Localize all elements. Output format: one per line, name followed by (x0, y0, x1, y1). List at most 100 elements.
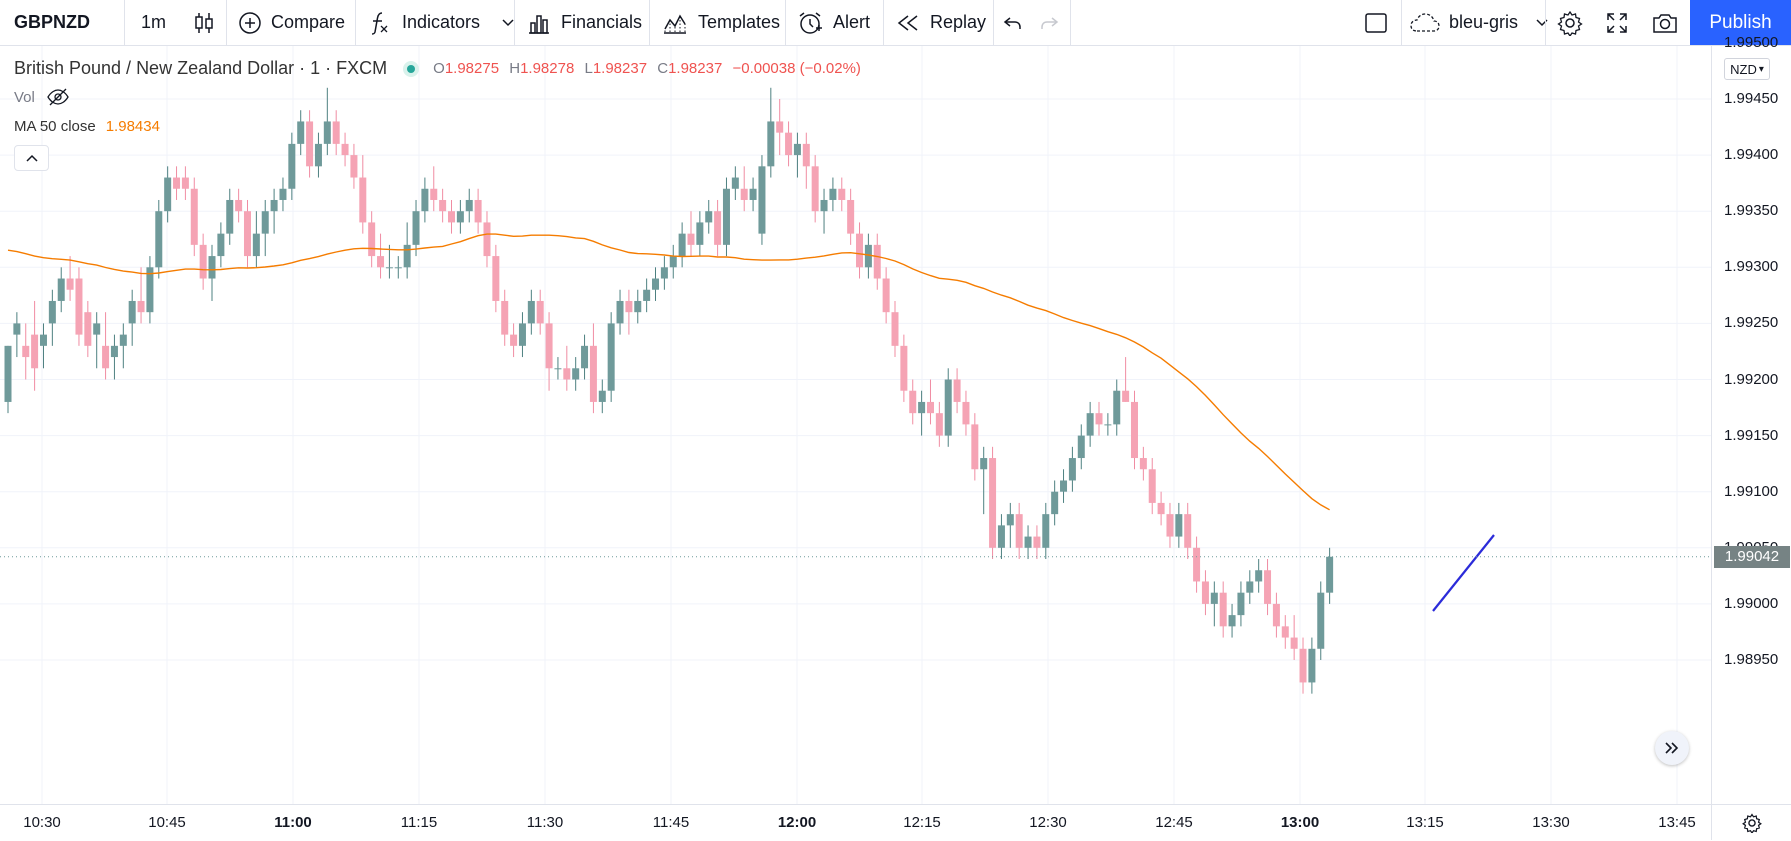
compare-button[interactable]: Compare (238, 0, 345, 45)
currency-selector[interactable]: NZD ▾ (1724, 58, 1770, 80)
candle-body (696, 222, 704, 245)
candle (1077, 424, 1085, 470)
chevron-down-icon (502, 18, 514, 26)
candle (1006, 502, 1014, 548)
candle-body (323, 121, 331, 144)
eye-crossed-icon[interactable] (47, 88, 69, 106)
candle-body (190, 188, 198, 245)
volume-legend[interactable]: Vol (14, 88, 69, 106)
time-tick-label: 10:30 (23, 814, 61, 831)
collapse-legend-button[interactable] (14, 145, 49, 171)
current-price-value: 1.99042 (1724, 548, 1780, 566)
candle (820, 188, 828, 234)
candle-body (758, 166, 766, 234)
low-value: 1.98237 (592, 60, 648, 77)
candle-body (1130, 401, 1138, 459)
candle (1095, 401, 1103, 436)
candle (962, 390, 970, 436)
candle-body (128, 300, 136, 324)
candle (181, 166, 189, 200)
candle (48, 289, 56, 346)
status-dot-icon (407, 64, 416, 73)
candle (802, 132, 810, 189)
candle-body (412, 211, 420, 245)
candle-body (802, 143, 810, 167)
symbol-search-button[interactable]: GBPNZD (14, 0, 90, 45)
candle-body (314, 143, 322, 167)
candle-body (1264, 570, 1272, 604)
scroll-to-realtime-button[interactable] (1655, 731, 1689, 765)
candle-body (785, 132, 793, 156)
toolbar-divider (1070, 0, 1071, 45)
candle (1015, 502, 1023, 560)
candle (731, 166, 739, 200)
alert-button[interactable]: Alert (797, 0, 870, 45)
candle (173, 166, 181, 200)
candle-body (1113, 390, 1121, 425)
price-chart[interactable] (0, 46, 1711, 804)
candle (1042, 502, 1050, 560)
axis-settings-button[interactable] (1711, 804, 1791, 840)
candle (554, 357, 562, 380)
gear-icon (1557, 10, 1583, 36)
redo-button[interactable] (1039, 0, 1059, 45)
series-title: British Pound / New Zealand Dollar · 1 ·… (14, 58, 388, 78)
candle-body (1290, 637, 1298, 649)
candle-body (1095, 413, 1103, 425)
candle-body (767, 121, 775, 167)
fullscreen-layout-button[interactable] (1364, 0, 1388, 45)
publish-button[interactable]: Publish (1690, 0, 1791, 45)
ma-value: 1.98434 (105, 118, 160, 135)
replay-button[interactable]: Replay (896, 0, 986, 45)
fullscreen-button[interactable] (1606, 0, 1628, 45)
templates-button[interactable]: Templates (662, 0, 780, 45)
candle (793, 132, 801, 178)
time-tick-label: 13:30 (1532, 814, 1570, 831)
candle (75, 267, 83, 346)
financials-button[interactable]: Financials (527, 0, 642, 45)
indicators-button[interactable]: Indicators (368, 0, 514, 45)
layout-switcher-button[interactable]: bleu-gris (1409, 0, 1548, 45)
candle (1264, 559, 1272, 616)
candle (838, 177, 846, 212)
candle (678, 222, 686, 268)
candle-body (1148, 469, 1156, 503)
candle-body (749, 188, 757, 200)
candle (1104, 413, 1112, 436)
time-axis[interactable]: 10:30 10:45 11:00 11:15 11:30 11:45 12:00 12:15… (0, 804, 1711, 841)
candle-body (13, 323, 21, 335)
alarm-clock-icon (799, 11, 822, 34)
current-price-badge: 1.99042 (1714, 545, 1790, 568)
candle (1166, 502, 1174, 548)
candle-body (1272, 603, 1280, 627)
candle (980, 446, 988, 515)
candle-body (57, 278, 65, 301)
candle (856, 222, 864, 279)
candle (510, 323, 518, 358)
candle-body (403, 244, 411, 268)
ma-legend[interactable]: MA 50 close 1.98434 (14, 118, 160, 135)
candle-body (385, 267, 393, 269)
market-status-dot[interactable] (403, 60, 420, 77)
candle (217, 222, 225, 268)
candle (288, 132, 296, 200)
snapshot-button[interactable] (1652, 0, 1678, 45)
candle (1308, 637, 1316, 694)
time-tick-label: 12:45 (1155, 814, 1193, 831)
undo-button[interactable] (1003, 0, 1023, 45)
candle-body (598, 390, 606, 402)
candle (598, 379, 606, 414)
chart-type-button[interactable] (193, 0, 215, 45)
candle (935, 401, 943, 447)
price-tick-label: 1.99300 (1724, 258, 1779, 276)
settings-button[interactable] (1557, 0, 1583, 45)
candle-body (971, 424, 979, 470)
time-tick-label: 11:15 (400, 814, 438, 831)
candle-body (1237, 592, 1245, 616)
trend-line-drawing[interactable] (1432, 534, 1495, 612)
candle (456, 199, 464, 234)
interval-button[interactable]: 1m (141, 0, 166, 45)
price-axis[interactable]: 1.99500 1.99450 1.99400 1.99350 1.99300 1.992… (1711, 34, 1791, 804)
candle-body (669, 256, 677, 268)
gear-icon (1741, 812, 1762, 833)
